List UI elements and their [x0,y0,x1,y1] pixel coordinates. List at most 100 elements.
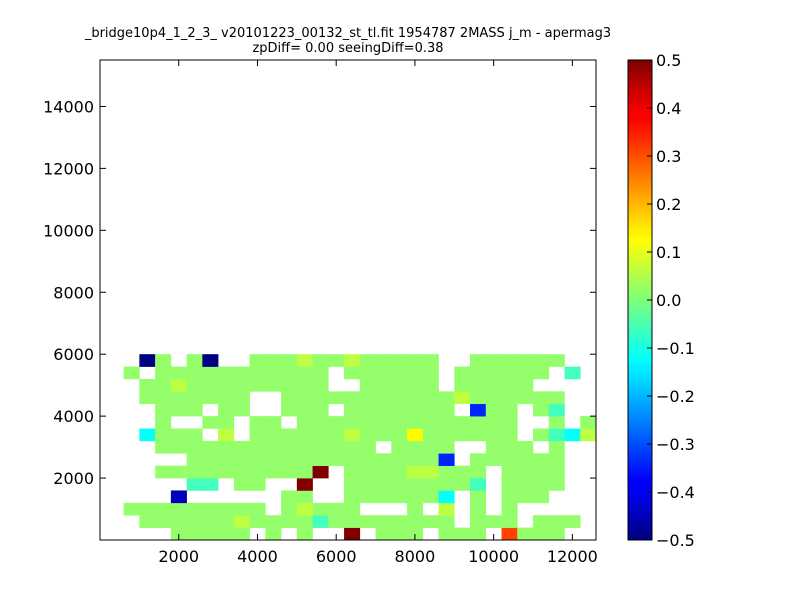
heatmap-cell [296,527,313,541]
heatmap-cell [422,391,439,405]
heatmap-cell [501,490,518,504]
heatmap-cell [407,453,424,466]
heatmap-cell [186,391,203,405]
heatmap-cell [281,391,298,405]
heatmap-cell [485,428,502,442]
heatmap-cell [312,428,329,442]
heatmap-cell [407,354,424,367]
heatmap-cell [407,440,424,454]
heatmap-cell [344,490,361,504]
heatmap-cell [249,465,266,479]
heatmap-cell [312,465,329,479]
heatmap-cell [359,440,376,454]
heatmap-cell [344,515,361,528]
heatmap-cell [170,403,187,417]
heatmap-cell [407,366,424,380]
heatmap-cell [407,465,424,479]
heatmap-cell [485,416,502,429]
heatmap-cell [296,515,313,528]
heatmap-cell [485,391,502,405]
colorbar-tick-label: 0.4 [656,99,681,118]
heatmap-cell [202,366,219,380]
heatmap-cell [375,515,392,528]
heatmap-cell [202,515,219,528]
heatmap-cell [328,428,345,442]
heatmap-cell [233,527,250,541]
heatmap-cell [344,428,361,442]
heatmap-cell [375,453,392,466]
heatmap-cell [296,465,313,479]
heatmap-cell [344,354,361,367]
heatmap-cell [454,428,471,442]
heatmap-cell [170,527,187,541]
heatmap-cell [296,453,313,466]
heatmap-cell [344,440,361,454]
heatmap-cell [501,502,518,516]
heatmap-cell [344,502,361,516]
heatmap-cell [296,391,313,405]
heatmap-cell [564,515,581,528]
colorbar-tick-label: 0.0 [656,291,681,310]
heatmap-cell [218,502,235,516]
heatmap-cell [501,378,518,392]
heatmap-cell [344,527,361,541]
x-tick-label: 12000 [547,547,598,566]
heatmap-cell [422,403,439,417]
heatmap-cell [265,465,282,479]
heatmap-cell [391,391,408,405]
chart-title: _bridge10p4_1_2_3_ v20101223_00132_st_tl… [84,26,611,41]
heatmap-cell [312,453,329,466]
heatmap-cell [359,378,376,392]
heatmap-cell [281,465,298,479]
heatmap-cell [470,490,487,504]
heatmap-cell [485,354,502,367]
heatmap-cell [485,515,502,528]
heatmap-cell [548,403,565,417]
heatmap-cell [186,378,203,392]
heatmap-cell [454,527,471,541]
heatmap-cell [202,453,219,466]
colorbar-tick-label: −0.4 [656,483,695,502]
heatmap-cell [407,403,424,417]
heatmap-cell [501,428,518,442]
heatmap-cell [170,391,187,405]
heatmap-cell [422,465,439,479]
colorbar-tick-label: −0.1 [656,339,695,358]
heatmap-cell [312,366,329,380]
heatmap-cell [470,354,487,367]
heatmap-cell [533,527,550,541]
heatmap-cell [438,502,455,516]
heatmap-cell [296,478,313,491]
heatmap-cell [296,416,313,429]
heatmap-cell [391,416,408,429]
heatmap-cell [359,403,376,417]
heatmap-cell [485,378,502,392]
heatmap-cell [438,515,455,528]
heatmap-cell [422,490,439,504]
heatmap-cell [249,440,266,454]
heatmap-cell [501,465,518,479]
heatmap-cell [375,354,392,367]
heatmap-cell [139,428,156,442]
heatmap-cell [155,403,172,417]
heatmap-cell [265,428,282,442]
heatmap-cell [155,465,172,479]
colorbar-tick-label: 0.3 [656,147,681,166]
heatmap-cell [375,366,392,380]
heatmap-cell [202,465,219,479]
heatmap-cell [470,453,487,466]
heatmap-cell [359,391,376,405]
heatmap-cell [139,515,156,528]
heatmap-cell [139,502,156,516]
heatmap-cell [422,366,439,380]
heatmap-cell [186,502,203,516]
heatmap-cell [422,378,439,392]
heatmap-cell [533,403,550,417]
heatmap-cell [312,515,329,528]
heatmap-cell [375,416,392,429]
heatmap-cell [312,440,329,454]
heatmap-cell [249,416,266,429]
heatmap-cell [470,478,487,491]
heatmap-cell [249,502,266,516]
heatmap-cell [155,428,172,442]
